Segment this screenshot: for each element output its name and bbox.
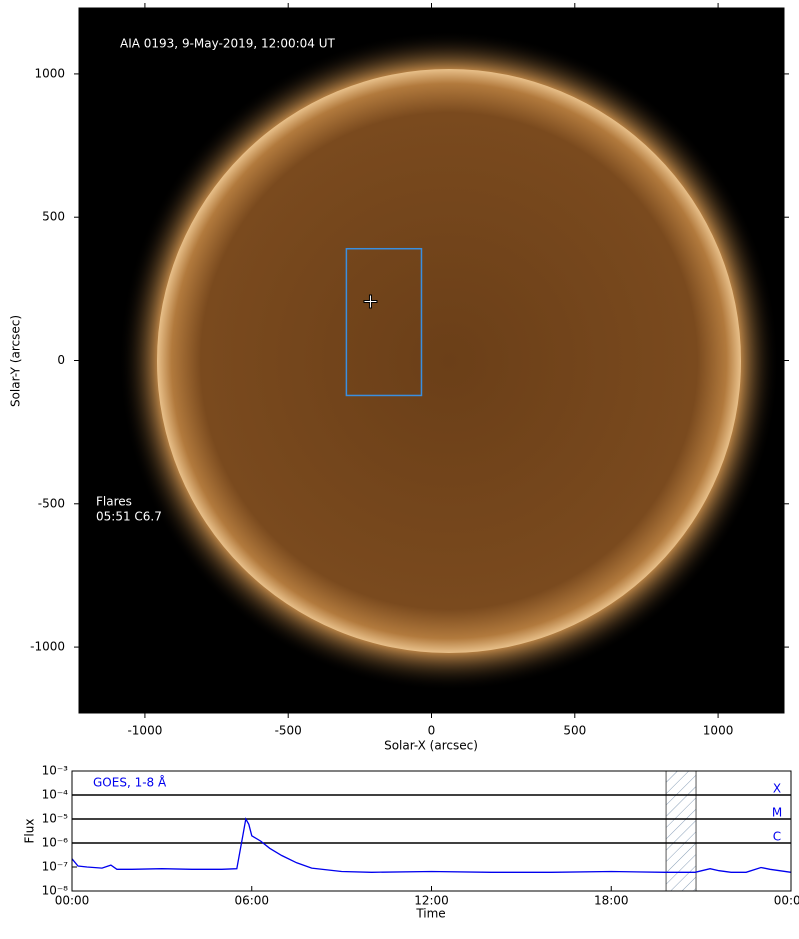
y-tick-label: 10⁻⁸: [42, 884, 69, 898]
x-tick-label: 00:00: [55, 894, 90, 908]
x-tick-label: 1000: [703, 724, 734, 738]
class-label: C: [773, 830, 781, 844]
x-tick-label: -500: [275, 724, 302, 738]
region-box: [345, 247, 423, 397]
y-tick-label: 10⁻⁷: [42, 860, 69, 874]
shaded-region: [665, 770, 697, 892]
class-label: X: [773, 782, 781, 796]
y-tick-label: 10⁻⁵: [42, 812, 69, 826]
x-tick-label: -1000: [127, 724, 162, 738]
flares-title: Flares: [96, 495, 132, 509]
x-tick-label: 500: [563, 724, 586, 738]
y-tick-label: 500: [42, 210, 65, 224]
image-title: AIA 0193, 9-May-2019, 12:00:04 UT: [120, 37, 335, 51]
y-axis-label: Solar-Y (arcsec): [9, 315, 23, 407]
flare-marker-inner: [364, 295, 377, 308]
x-axis-label: Solar-X (arcsec): [384, 739, 478, 753]
solar-disk: [157, 69, 741, 653]
x-tick-label: 12:00: [414, 894, 449, 908]
goes-label: GOES, 1-8 Å: [93, 775, 167, 790]
plot-frame: [71, 770, 792, 892]
x-tick-label: 18:00: [594, 894, 629, 908]
y-tick-label: -500: [38, 496, 65, 510]
x-tick-label: 00:00: [774, 894, 799, 908]
x-tick-label: 0: [428, 724, 436, 738]
goes-flux-line: [71, 817, 792, 873]
flares-list: 05:51 C6.7: [96, 510, 162, 524]
x-tick-label: 06:00: [234, 894, 269, 908]
y-tick-label: 10⁻³: [42, 764, 69, 778]
time-axis-label: Time: [415, 907, 445, 921]
y-tick-label: 10⁻⁶: [42, 836, 69, 850]
y-tick-label: 1000: [34, 66, 65, 80]
class-label: M: [772, 806, 782, 820]
y-tick-label: 0: [57, 353, 65, 367]
y-tick-label: 10⁻⁴: [42, 788, 69, 802]
y-tick-label: -1000: [30, 640, 65, 654]
flux-axis-label: Flux: [23, 819, 37, 844]
